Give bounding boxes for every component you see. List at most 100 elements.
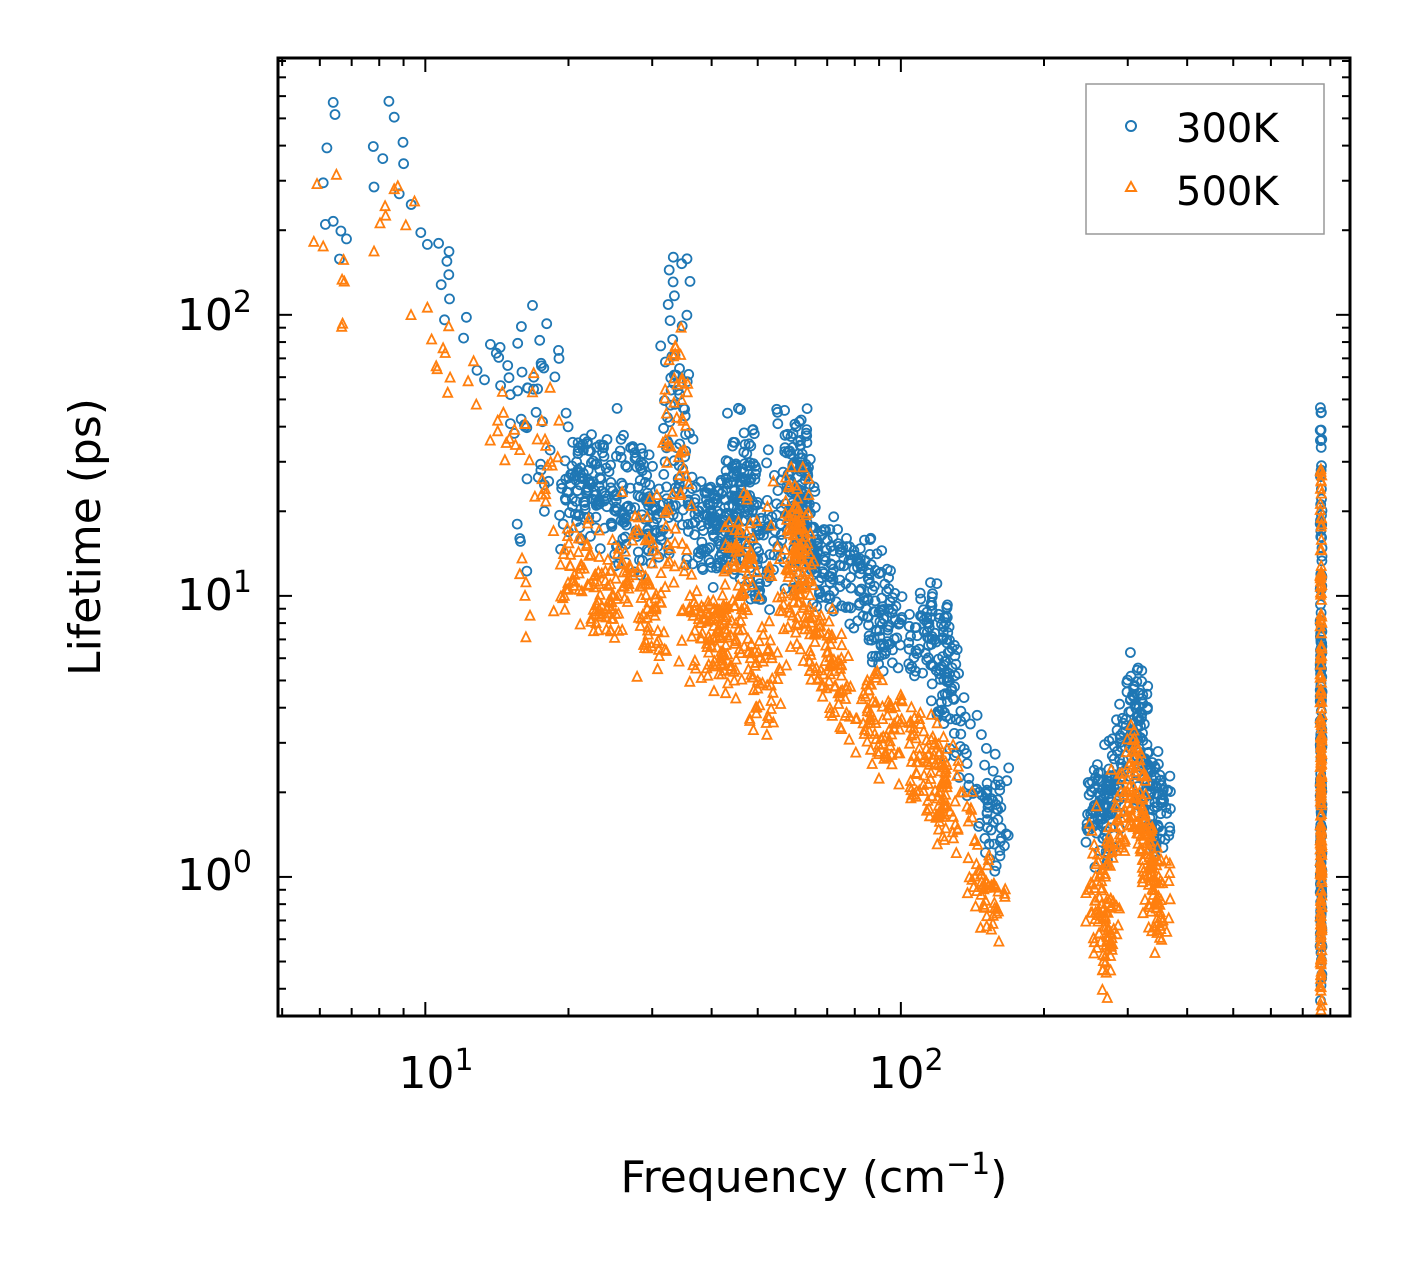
point-500k bbox=[920, 803, 933, 816]
point-500k bbox=[868, 712, 880, 725]
point-500k bbox=[405, 308, 417, 321]
point-500k bbox=[602, 593, 615, 606]
point-500k bbox=[861, 734, 874, 747]
point-300k bbox=[667, 276, 679, 288]
point-500k bbox=[767, 685, 779, 698]
point-300k bbox=[988, 838, 1000, 850]
point-500k bbox=[567, 520, 580, 533]
point-500k bbox=[804, 588, 816, 600]
point-500k bbox=[572, 545, 585, 557]
point-500k bbox=[998, 889, 1011, 902]
point-300k bbox=[405, 199, 417, 210]
point-500k bbox=[1148, 853, 1161, 866]
point-500k bbox=[835, 627, 848, 639]
y-tick-label-10: 101 bbox=[177, 565, 252, 621]
point-500k bbox=[716, 646, 728, 659]
point-300k bbox=[665, 399, 676, 411]
point-500k bbox=[702, 594, 715, 607]
point-500k bbox=[317, 239, 330, 252]
point-500k bbox=[765, 569, 778, 581]
point-500k bbox=[523, 453, 536, 466]
point-300k bbox=[834, 544, 846, 555]
point-500k bbox=[626, 533, 639, 546]
point-500k bbox=[702, 645, 715, 658]
point-500k bbox=[1101, 990, 1114, 1003]
point-500k bbox=[782, 509, 795, 522]
point-500k bbox=[535, 487, 548, 500]
point-300k bbox=[598, 439, 609, 451]
point-500k bbox=[730, 540, 743, 553]
point-300k bbox=[768, 535, 780, 547]
point-300k bbox=[383, 95, 395, 107]
point-500k bbox=[893, 777, 905, 790]
point-500k bbox=[1315, 782, 1328, 795]
point-500k bbox=[627, 527, 640, 540]
point-500k bbox=[1113, 901, 1126, 914]
point-500k bbox=[682, 477, 695, 490]
point-300k bbox=[641, 469, 653, 481]
point-500k bbox=[442, 319, 455, 332]
point-300k bbox=[1162, 784, 1174, 796]
point-500k bbox=[689, 661, 702, 674]
point-500k bbox=[649, 602, 662, 615]
point-500k bbox=[835, 638, 848, 651]
point-300k bbox=[620, 460, 632, 472]
point-500k bbox=[621, 576, 634, 589]
point-500k bbox=[908, 710, 921, 723]
point-500k bbox=[797, 598, 810, 611]
point-300k bbox=[814, 585, 825, 597]
point-300k bbox=[737, 473, 749, 485]
point-500k bbox=[792, 578, 805, 591]
legend-marker-500k bbox=[1124, 179, 1138, 192]
point-500k bbox=[1105, 762, 1118, 775]
point-500k bbox=[765, 651, 778, 664]
point-500k bbox=[804, 571, 817, 584]
point-300k bbox=[908, 652, 920, 664]
y-axis-label: Lifetime (ps) bbox=[60, 398, 111, 676]
point-500k bbox=[749, 700, 762, 713]
point-300k bbox=[727, 436, 739, 448]
point-500k bbox=[866, 756, 879, 769]
point-500k bbox=[690, 598, 702, 611]
point-300k bbox=[855, 583, 867, 595]
point-500k bbox=[985, 922, 998, 935]
point-500k bbox=[742, 644, 755, 657]
point-500k bbox=[675, 633, 688, 646]
point-300k bbox=[795, 434, 807, 446]
point-300k bbox=[905, 663, 916, 675]
point-500k bbox=[707, 618, 720, 631]
point-300k bbox=[787, 441, 799, 453]
point-300k bbox=[535, 357, 547, 369]
point-300k bbox=[655, 340, 667, 352]
point-500k bbox=[777, 622, 790, 635]
point-500k bbox=[966, 784, 979, 797]
point-300k bbox=[607, 485, 619, 497]
point-300k bbox=[516, 321, 527, 332]
point-500k bbox=[732, 578, 745, 591]
point-300k bbox=[662, 299, 674, 310]
point-500k bbox=[815, 679, 828, 692]
point-300k bbox=[377, 153, 389, 165]
point-300k bbox=[397, 136, 409, 148]
point-500k bbox=[934, 764, 947, 777]
point-300k bbox=[479, 374, 490, 386]
point-500k bbox=[399, 218, 412, 231]
point-500k bbox=[1315, 718, 1328, 731]
point-500k bbox=[922, 747, 935, 760]
point-300k bbox=[781, 447, 793, 459]
point-500k bbox=[588, 580, 601, 593]
point-300k bbox=[597, 447, 608, 459]
point-500k bbox=[1116, 840, 1128, 853]
point-500k bbox=[839, 691, 852, 704]
point-500k bbox=[741, 488, 754, 501]
point-500k bbox=[988, 895, 1001, 908]
point-500k bbox=[441, 385, 454, 398]
point-500k bbox=[1090, 799, 1103, 812]
point-500k bbox=[977, 882, 990, 895]
point-500k bbox=[918, 751, 931, 764]
point-500k bbox=[744, 667, 757, 680]
point-500k bbox=[1315, 858, 1328, 871]
point-300k bbox=[572, 464, 584, 476]
point-300k bbox=[747, 458, 759, 470]
point-500k bbox=[975, 867, 987, 880]
